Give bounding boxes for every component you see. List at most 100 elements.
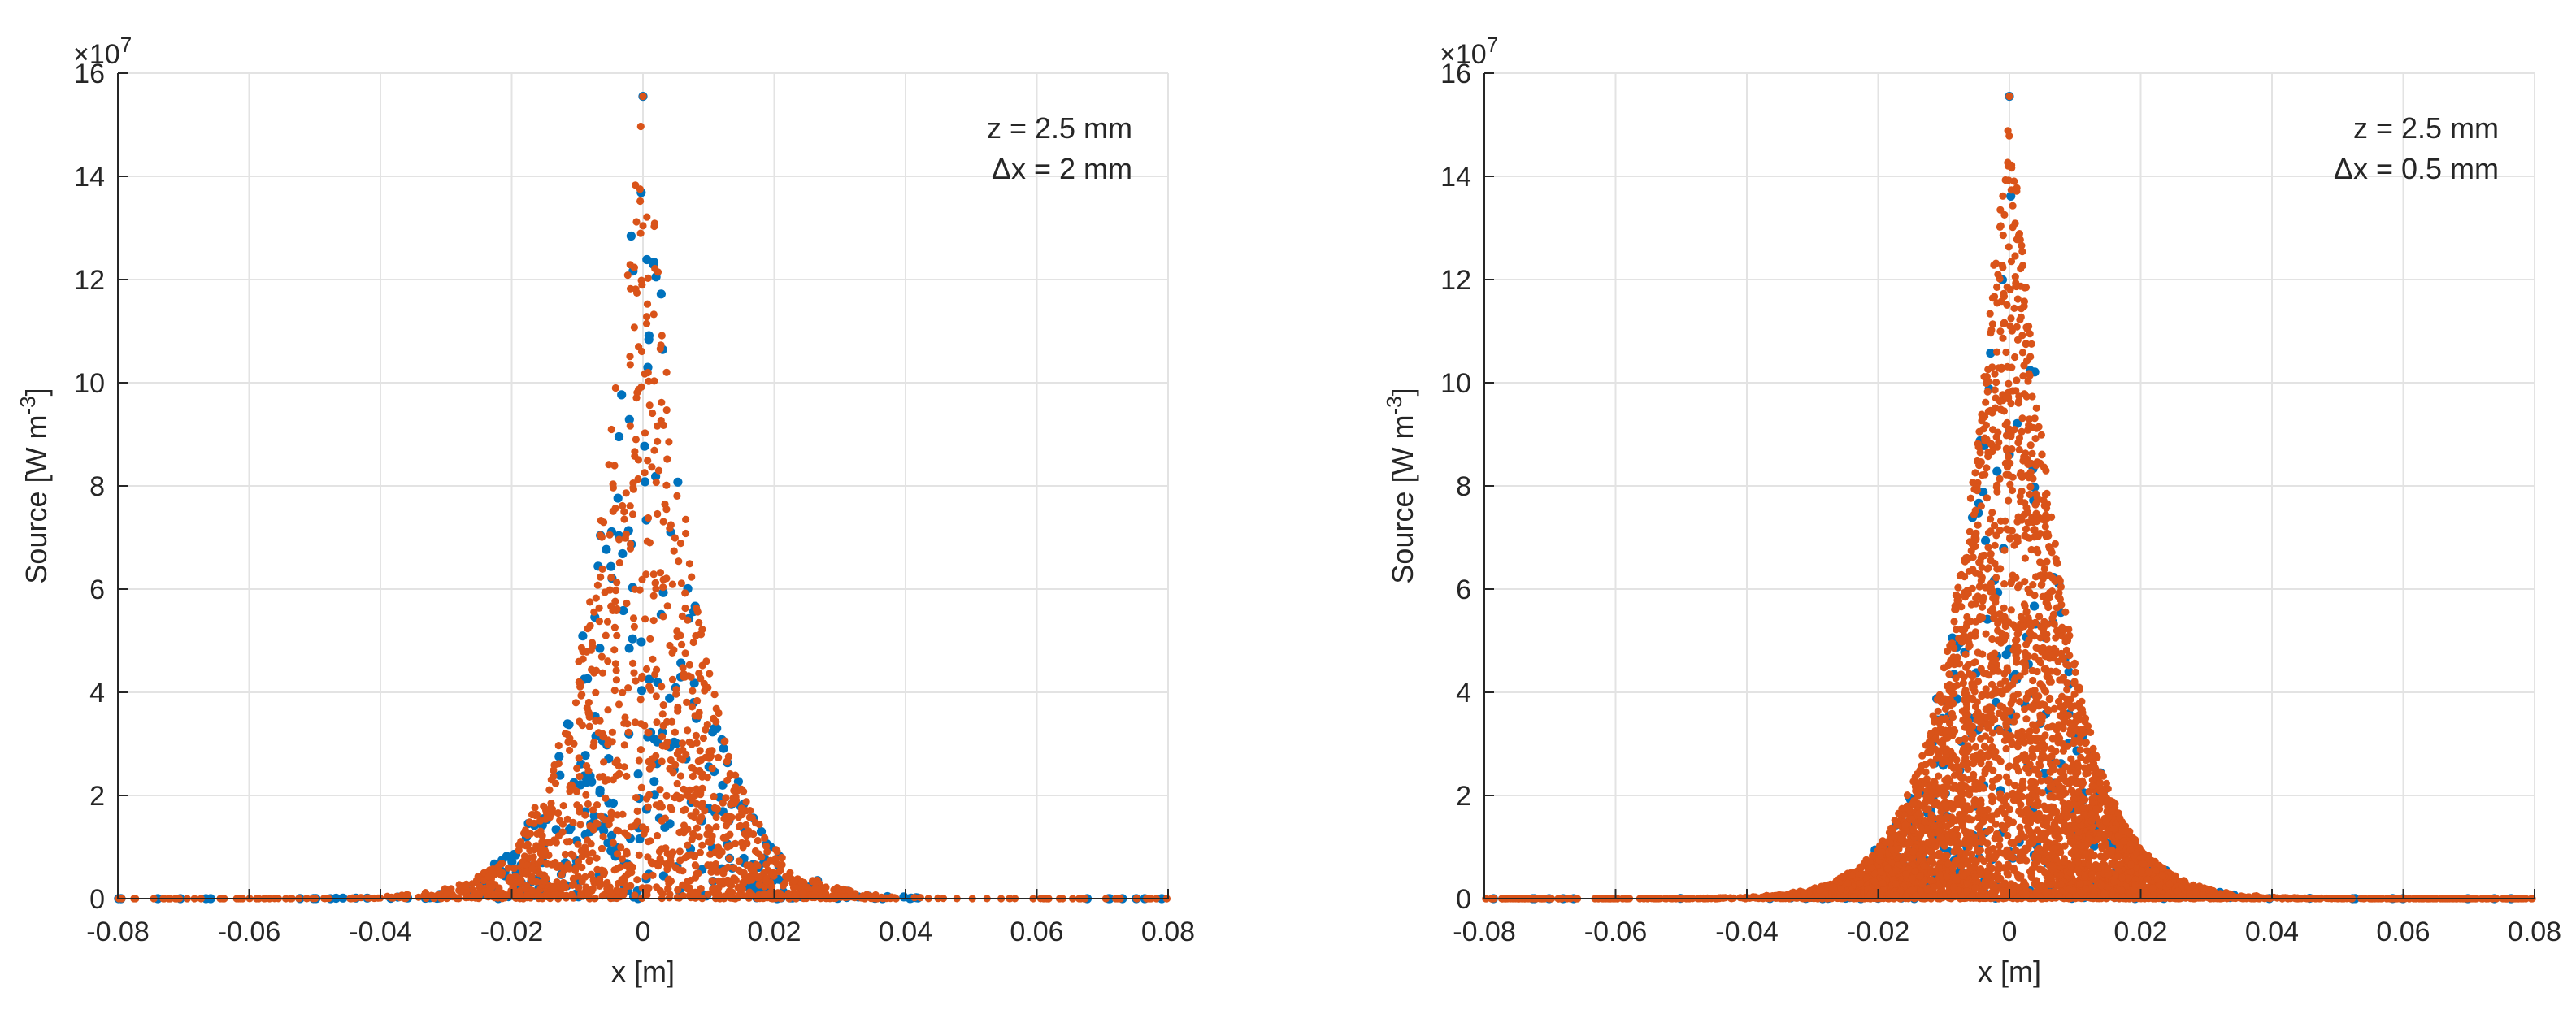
data-point [1966, 727, 1974, 735]
data-point [585, 722, 593, 730]
data-point [650, 377, 658, 385]
data-point [600, 758, 608, 766]
data-point [609, 480, 617, 488]
data-point [648, 860, 657, 868]
data-point [617, 390, 627, 400]
data-point [761, 834, 769, 842]
data-point [689, 830, 697, 838]
data-point [658, 332, 666, 340]
annotation-2: Δx = 2 mm [992, 152, 1132, 185]
data-point [730, 787, 738, 795]
data-point [658, 845, 666, 853]
data-point [2000, 580, 2009, 588]
data-point [722, 794, 730, 802]
data-point [554, 742, 563, 750]
data-point [2054, 657, 2062, 665]
data-point [613, 493, 623, 503]
data-point [713, 804, 722, 813]
data-point [595, 604, 603, 612]
data-point [622, 489, 630, 497]
data-point [689, 772, 697, 781]
data-point [736, 821, 745, 830]
x-tick-label: -0.06 [218, 917, 281, 947]
data-point [574, 858, 583, 866]
data-point [569, 852, 577, 860]
data-point [2013, 654, 2021, 662]
data-point [577, 691, 585, 700]
data-point [623, 271, 632, 280]
data-point [649, 258, 659, 267]
data-point [636, 686, 647, 696]
data-point [673, 477, 683, 487]
data-point [645, 377, 653, 385]
data-point [551, 825, 561, 834]
data-point [1996, 327, 2005, 336]
data-point [723, 863, 732, 871]
data-point [606, 886, 614, 895]
data-point [723, 757, 732, 765]
x-tick-label: 0.06 [1010, 917, 1063, 947]
data-point [528, 865, 536, 873]
data-point [644, 274, 652, 282]
data-point [495, 884, 503, 892]
data-point [1966, 791, 1974, 799]
data-point [1994, 271, 2002, 279]
data-point [778, 854, 786, 862]
data-point [643, 213, 651, 221]
data-point [658, 683, 666, 691]
data-point [635, 343, 643, 351]
data-point [2000, 864, 2008, 872]
data-point [612, 666, 620, 674]
data-point [773, 860, 781, 868]
data-point [718, 847, 726, 856]
data-point [583, 674, 593, 683]
data-point [1974, 709, 1982, 717]
data-point [2061, 842, 2069, 850]
data-point [632, 794, 641, 802]
data-point [626, 353, 634, 361]
data-point [606, 586, 614, 594]
data-point [674, 886, 682, 894]
data-point [1992, 466, 2002, 476]
data-point [633, 807, 641, 816]
data-point [599, 733, 607, 741]
data-point [1972, 600, 1980, 608]
data-point [584, 767, 593, 775]
data-point [605, 461, 613, 469]
x-tick-label: -0.08 [86, 917, 150, 947]
data-point [2089, 744, 2097, 753]
data-point [588, 665, 596, 674]
data-point [2011, 252, 2019, 260]
data-point [675, 557, 683, 566]
data-point [1981, 436, 1989, 445]
data-point [614, 811, 622, 819]
data-point [2048, 614, 2057, 622]
data-point [681, 805, 689, 813]
data-point [586, 598, 594, 606]
data-point [2026, 330, 2034, 338]
data-point [613, 865, 621, 873]
y-tick-label: 0 [89, 884, 105, 915]
data-point [1959, 817, 1967, 826]
data-point [622, 530, 631, 539]
data-point [581, 811, 589, 819]
data-point [698, 841, 706, 849]
data-point [639, 222, 647, 230]
data-point [690, 852, 699, 860]
data-point [2004, 158, 2012, 167]
chart-panel-1: -0.08 -0.06 -0.04 -0.02 0 0.02 0.04 0.06 0.08024… [15, 33, 1195, 988]
data-point [653, 665, 661, 674]
data-point [632, 285, 640, 293]
data-point [756, 826, 767, 837]
data-point [1982, 630, 1990, 638]
data-point [2034, 548, 2042, 557]
data-point [421, 889, 430, 897]
data-point [1992, 379, 2000, 387]
y-exponent-base: ×10 [73, 39, 120, 70]
data-point [1994, 619, 2002, 628]
data-point [620, 508, 628, 516]
data-point [644, 457, 652, 465]
data-point [619, 891, 628, 899]
data-point [2037, 777, 2045, 785]
data-point [574, 840, 582, 848]
